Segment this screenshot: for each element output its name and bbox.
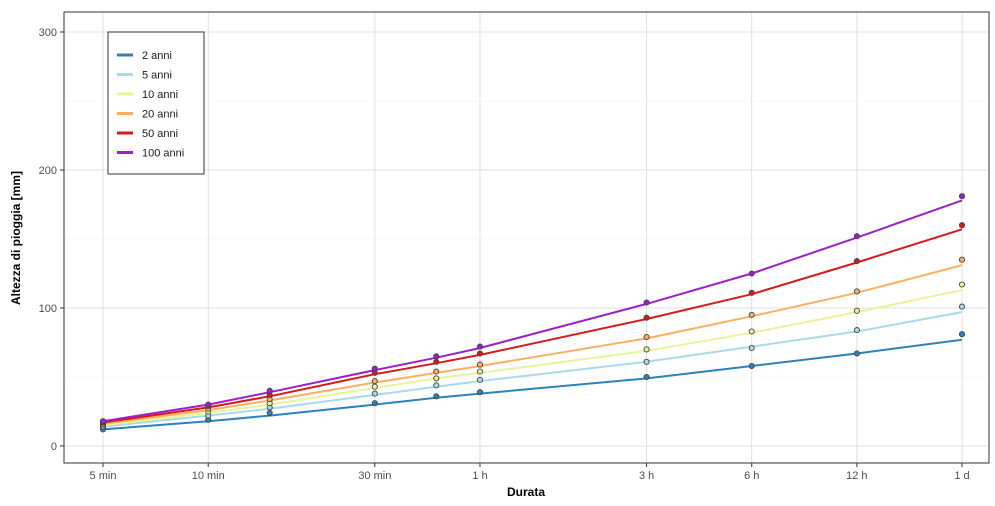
data-point — [643, 314, 650, 321]
data-point — [371, 378, 378, 385]
data-point — [643, 333, 650, 341]
series-line — [102, 228, 963, 424]
panel-border — [63, 11, 990, 464]
series-line — [102, 311, 963, 428]
data-point — [433, 375, 440, 382]
data-point — [371, 365, 378, 372]
series-line — [102, 338, 963, 431]
data-point — [958, 193, 966, 200]
data-point — [476, 389, 484, 396]
data-point — [266, 409, 273, 416]
legend-label: 100 anni — [142, 148, 184, 160]
tick-layer: 5 min 10 min 30 min 1 h 3 h 6 h 12 h 1 d 0 100 200… — [39, 27, 970, 482]
data-point — [371, 400, 378, 407]
legend: 2 anni 5 anni 10 anni 20 anni 50 anni 100 ann… — [107, 31, 205, 175]
data-point — [99, 418, 107, 425]
data-point — [958, 222, 966, 229]
y-tick-label: 0 — [51, 441, 57, 453]
series-3 — [99, 256, 966, 427]
data-point — [853, 307, 860, 314]
x-tick-label: 6 h — [744, 470, 759, 482]
data-point — [433, 353, 440, 360]
y-tick-label: 200 — [39, 165, 57, 177]
data-point — [205, 401, 212, 408]
data-point — [958, 256, 966, 263]
series-line — [102, 199, 963, 423]
legend-label: 20 anni — [142, 109, 178, 121]
x-axis-title: Durata — [507, 485, 545, 499]
x-tick-label: 1 d — [954, 470, 969, 482]
data-point — [748, 289, 755, 296]
data-point — [643, 346, 650, 353]
data-point — [958, 331, 966, 338]
x-tick-label: 5 min — [90, 470, 117, 482]
data-point — [958, 281, 966, 288]
legend-label: 5 anni — [142, 70, 172, 82]
y-tick-label: 100 — [39, 303, 57, 315]
data-point — [371, 383, 378, 390]
series-0 — [99, 331, 966, 433]
data-point — [476, 361, 484, 368]
data-point — [476, 343, 484, 350]
legend-items: 2 anni 5 anni 10 anni 20 anni 50 anni 100 ann… — [117, 50, 184, 160]
data-point — [433, 382, 440, 389]
data-point — [266, 387, 273, 394]
data-point — [853, 327, 860, 334]
data-point — [853, 350, 860, 357]
x-tick-label: 30 min — [358, 470, 391, 482]
series-5 — [99, 193, 966, 425]
data-point — [433, 368, 440, 375]
data-point — [853, 258, 860, 265]
data-point — [853, 233, 860, 240]
data-point — [748, 270, 755, 277]
data-point — [433, 393, 440, 400]
data-point — [643, 373, 650, 381]
legend-label: 10 anni — [142, 89, 178, 101]
data-point — [748, 362, 755, 370]
data-point — [371, 390, 378, 397]
legend-label: 50 anni — [142, 128, 178, 140]
data-point — [643, 299, 650, 306]
data-point — [643, 358, 650, 365]
series-line — [102, 264, 963, 425]
y-tick-label: 300 — [39, 27, 57, 39]
legend-label: 2 anni — [142, 50, 172, 62]
x-tick-label: 3 h — [639, 470, 654, 482]
data-point — [433, 358, 440, 365]
x-tick-label: 1 h — [472, 470, 487, 482]
y-axis-title: Altezza di pioggia [mm] — [9, 171, 23, 305]
data-point — [853, 288, 860, 295]
series-layer — [99, 193, 966, 433]
data-point — [476, 350, 484, 357]
x-tick-label: 10 min — [192, 470, 225, 482]
x-tick-label: 12 h — [846, 470, 867, 482]
series-line — [102, 289, 963, 427]
data-point — [748, 344, 755, 352]
data-point — [476, 368, 484, 375]
data-point — [748, 311, 755, 318]
data-point — [476, 376, 484, 383]
data-point — [958, 303, 966, 310]
data-point — [748, 328, 755, 335]
grid-layer — [64, 12, 989, 463]
